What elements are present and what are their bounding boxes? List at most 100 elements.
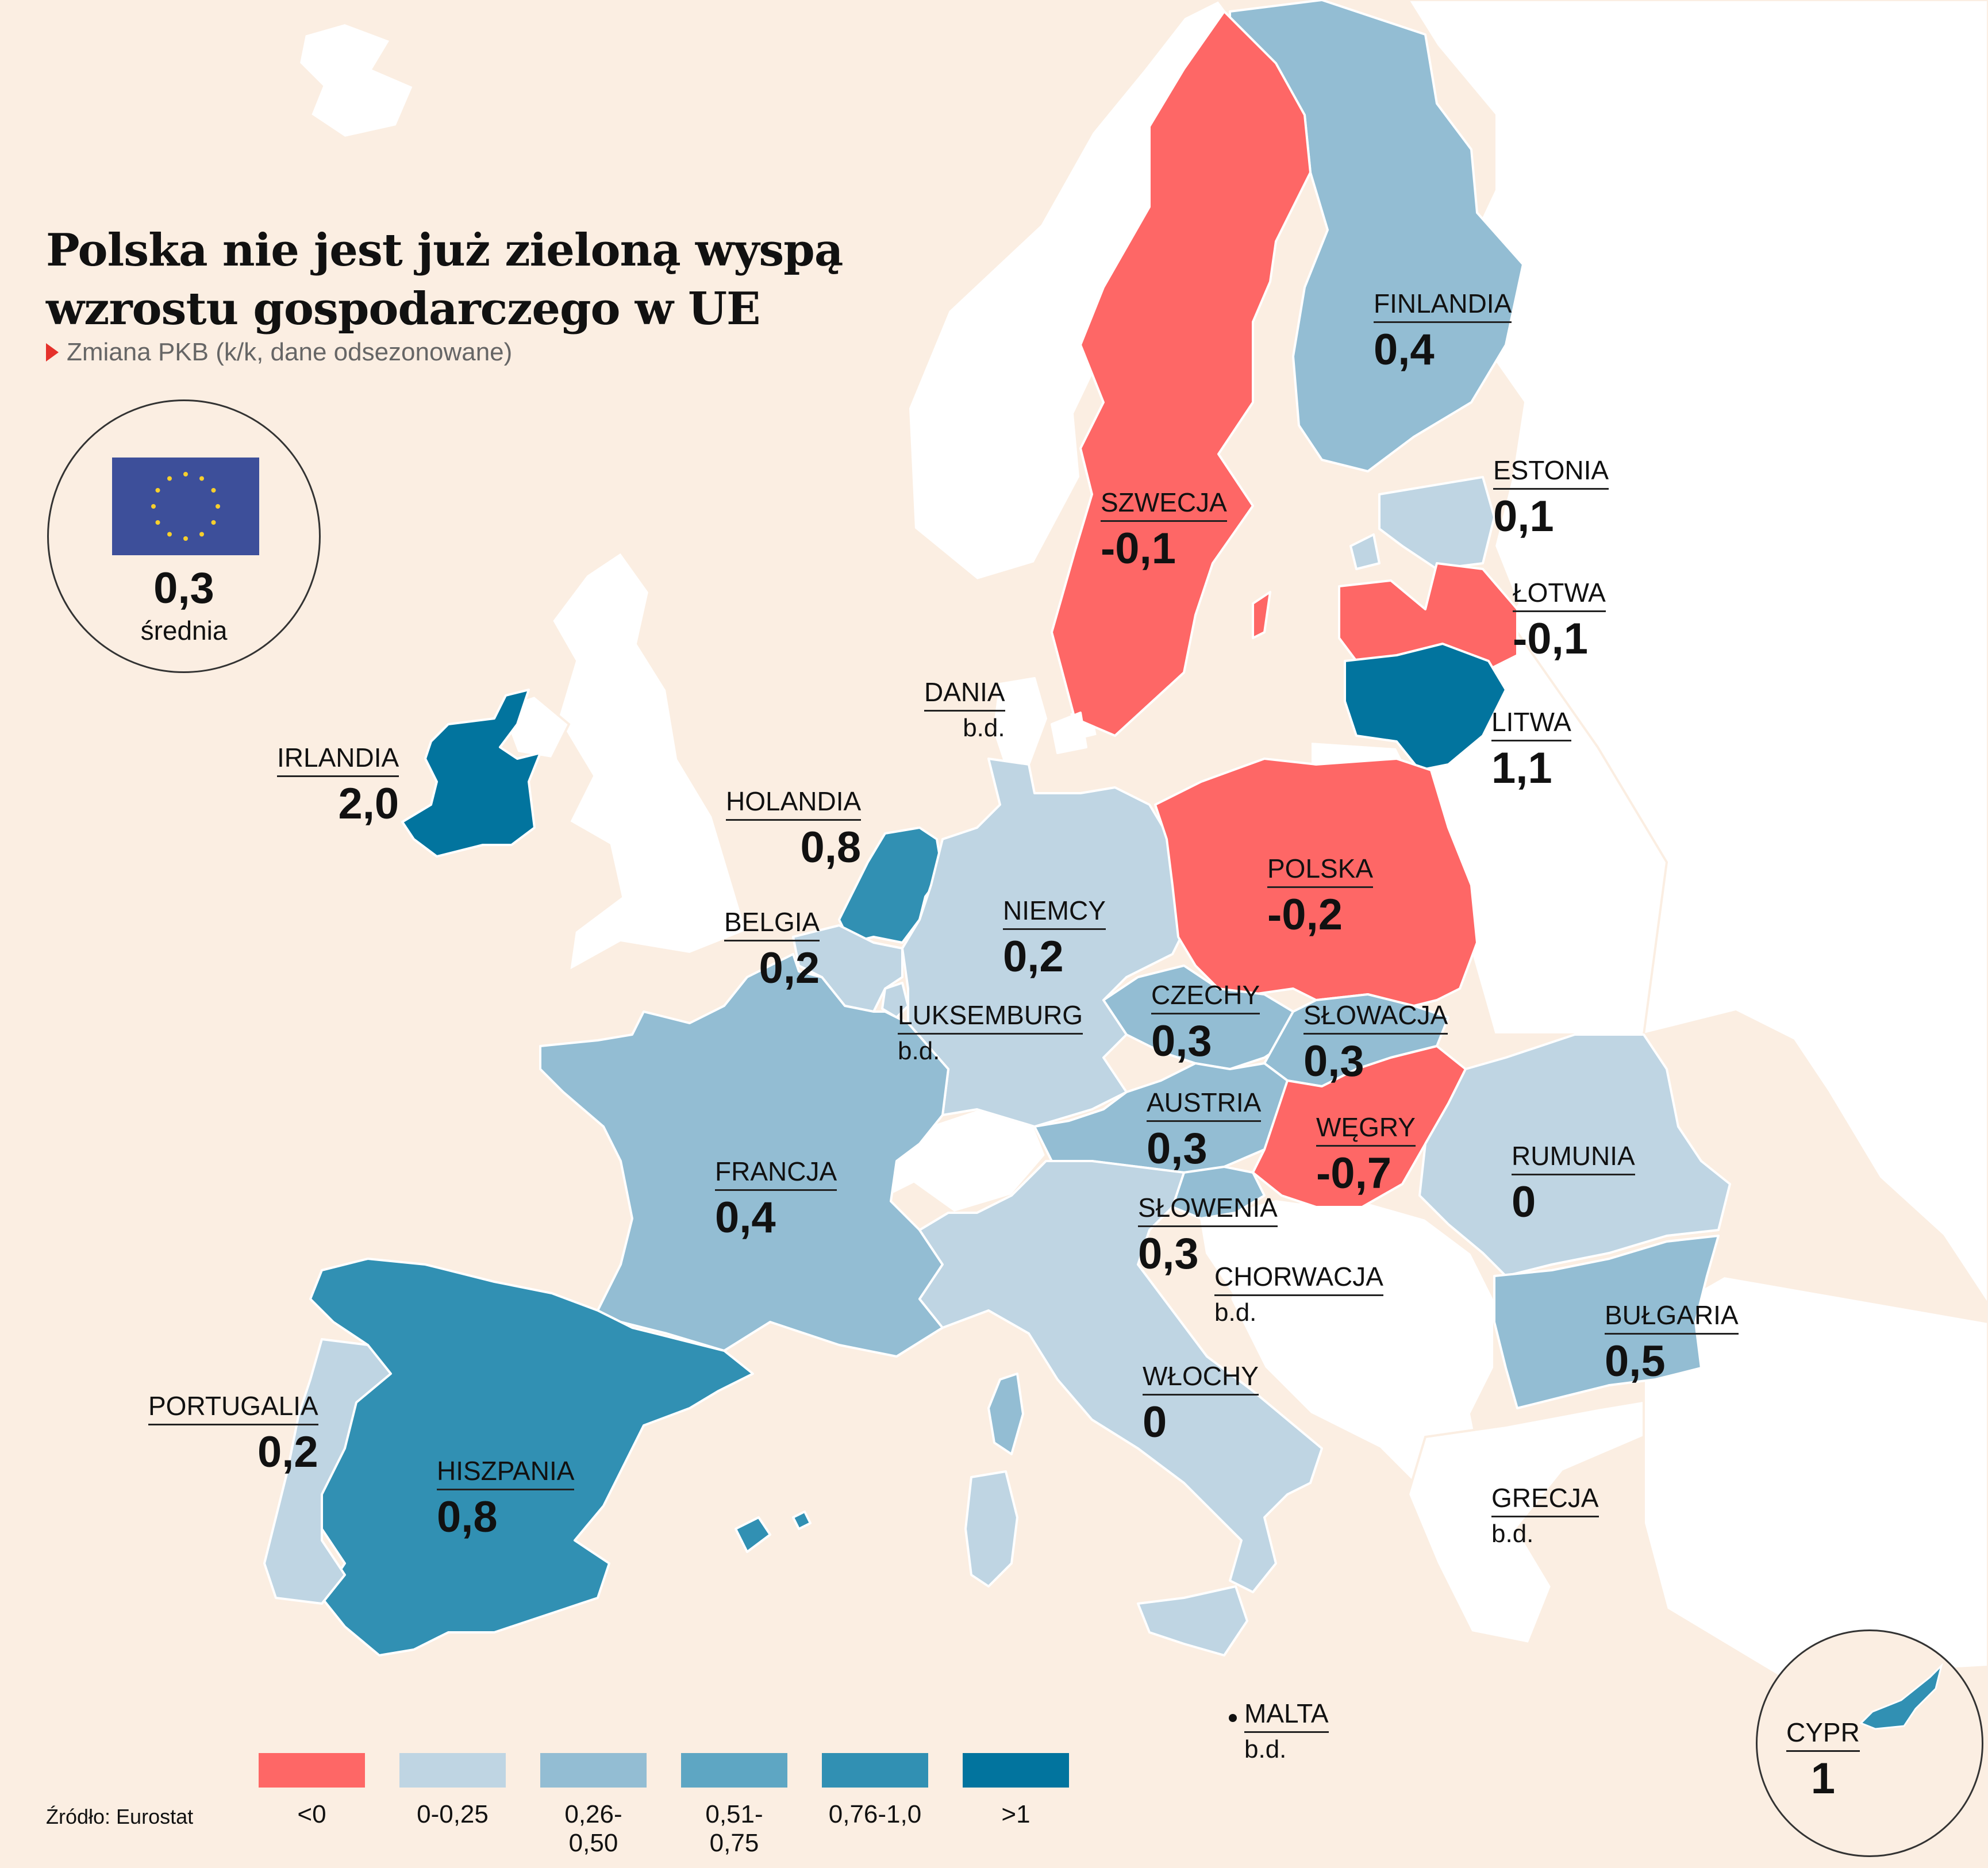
label-hiszpania: HISZPANIA 0,8	[437, 1456, 575, 1542]
country-value: 0,3	[1147, 1124, 1208, 1173]
label-francja: FRANCJA 0,4	[715, 1156, 837, 1243]
label-wlochy: WŁOCHY 0	[1143, 1361, 1259, 1447]
label-slowacja: SŁOWACJA 0,3	[1303, 1000, 1448, 1086]
legend-item: 0,26-0,50	[540, 1753, 647, 1858]
country-irlandia[interactable]	[401, 689, 541, 858]
label-luksemburg: LUKSEMBURG b.d.	[898, 1000, 1083, 1067]
label-holandia: HOLANDIA 0,8	[726, 786, 862, 872]
legend-label: 0,51-0,75	[705, 1800, 763, 1857]
map-title: Polska nie jest już zieloną wyspą wzrost…	[46, 221, 843, 339]
legend-swatch	[259, 1753, 365, 1788]
country-value: -0,7	[1316, 1149, 1391, 1198]
country-value: -0,1	[1513, 614, 1588, 663]
country-value: 0,5	[1605, 1337, 1666, 1386]
country-name: GRECJA	[1491, 1483, 1599, 1517]
country-portugalia[interactable]	[263, 1338, 392, 1605]
label-belgia: BELGIA 0,2	[724, 907, 820, 993]
country-value: 0,3	[1151, 1017, 1212, 1066]
label-grecja: GRECJA b.d.	[1491, 1483, 1599, 1550]
country-value: b.d.	[1244, 1735, 1287, 1763]
label-irlandia: IRLANDIA 2,0	[277, 743, 399, 829]
country-value: 0	[1143, 1398, 1167, 1447]
country-grecja[interactable]	[1470, 1465, 1530, 1599]
star-icon	[216, 504, 220, 509]
legend-label: 0-0,25	[417, 1800, 489, 1828]
eu-average-label: średnia	[140, 616, 228, 645]
country-value: 0,4	[715, 1193, 776, 1242]
star-icon	[155, 520, 160, 525]
country-value: b.d.	[1214, 1298, 1257, 1327]
star-icon	[151, 504, 156, 509]
country-bulgaria[interactable]	[1493, 1235, 1720, 1409]
label-czechy: CZECHY 0,3	[1151, 980, 1260, 1066]
country-value: 1	[1810, 1754, 1836, 1803]
country-name: SŁOWENIA	[1138, 1193, 1278, 1227]
star-icon	[155, 488, 160, 493]
country-luksemburg[interactable]	[881, 982, 909, 1018]
star-icon	[199, 476, 204, 481]
country-value: 0,2	[759, 944, 820, 993]
country-slowenia[interactable]	[1171, 1166, 1266, 1220]
label-szwecja: SZWECJA -0,1	[1101, 487, 1227, 574]
legend-item: >1	[963, 1753, 1069, 1829]
country-value: 0,2	[257, 1428, 318, 1477]
star-icon	[183, 536, 188, 541]
country-name: CZECHY	[1151, 980, 1260, 1014]
label-bulgaria: BUŁGARIA 0,5	[1605, 1300, 1739, 1386]
country-name: LITWA	[1491, 707, 1571, 741]
cyprus-inset: CYPR 1	[1756, 1629, 1983, 1857]
legend-label: >1	[1001, 1800, 1030, 1828]
country-name: WĘGRY	[1316, 1112, 1416, 1147]
country-chorwacja[interactable]	[1200, 1200, 1358, 1381]
label-wegry: WĘGRY -0,7	[1316, 1112, 1416, 1198]
country-wlochy[interactable]	[918, 1160, 1323, 1593]
country-value: 0,3	[1303, 1037, 1364, 1086]
eu-average-value: 0,3	[153, 564, 214, 613]
legend-item: 0-0,25	[399, 1753, 506, 1829]
country-szwecja[interactable]	[1051, 10, 1312, 737]
star-icon	[183, 472, 188, 476]
legend-swatch	[681, 1753, 787, 1788]
country-litwa[interactable]	[1344, 643, 1507, 771]
country-name: LUKSEMBURG	[898, 1000, 1083, 1035]
country-value: b.d.	[963, 714, 1005, 742]
legend-label: <0	[297, 1800, 326, 1828]
label-cypr: CYPR 1	[1786, 1717, 1860, 1804]
eu-average-badge: 0,3 średnia	[47, 399, 321, 673]
country-polska[interactable]	[1154, 758, 1478, 1007]
legend-item: <0	[259, 1753, 365, 1829]
country-value: -0,2	[1267, 890, 1343, 939]
country-name: RUMUNIA	[1512, 1141, 1635, 1175]
country-name: CYPR	[1786, 1717, 1860, 1752]
country-name: SZWECJA	[1101, 487, 1227, 522]
legend-swatch	[399, 1753, 506, 1788]
label-malta: MALTA b.d.	[1244, 1698, 1329, 1765]
star-icon	[211, 488, 216, 493]
country-name: FINLANDIA	[1374, 289, 1512, 323]
country-value: 0,8	[800, 823, 862, 872]
cyprus-shape	[1859, 1663, 1943, 1730]
country-rumunia[interactable]	[1418, 1033, 1731, 1277]
subtitle-text: Zmiana PKB (k/k, dane odsezonowane)	[67, 338, 513, 366]
legend-label: 0,76-1,0	[828, 1800, 922, 1828]
country-value: 1,1	[1491, 744, 1552, 793]
label-finlandia: FINLANDIA 0,4	[1374, 289, 1512, 375]
country-name: MALTA	[1244, 1698, 1329, 1733]
country-name: HOLANDIA	[726, 786, 862, 821]
non-eu-land	[297, 0, 1988, 1680]
country-name: IRLANDIA	[277, 743, 399, 777]
source-note: Źródło: Eurostat	[46, 1805, 194, 1828]
title-line-1: Polska nie jest już zieloną wyspą	[46, 224, 843, 276]
country-holandia[interactable]	[838, 827, 944, 944]
country-name: POLSKA	[1267, 854, 1374, 888]
subtitle: Zmiana PKB (k/k, dane odsezonowane)	[46, 338, 512, 367]
country-value: 0	[1512, 1178, 1536, 1227]
country-name: WŁOCHY	[1143, 1361, 1259, 1396]
country-value: b.d.	[1491, 1520, 1534, 1548]
country-name: CHORWACJA	[1214, 1262, 1383, 1296]
country-name: BELGIA	[724, 907, 820, 941]
eu-countries	[263, 0, 1731, 1656]
eu-flag-icon	[112, 458, 259, 555]
country-name: BUŁGARIA	[1605, 1300, 1739, 1335]
label-dania: DANIA b.d.	[924, 677, 1005, 744]
